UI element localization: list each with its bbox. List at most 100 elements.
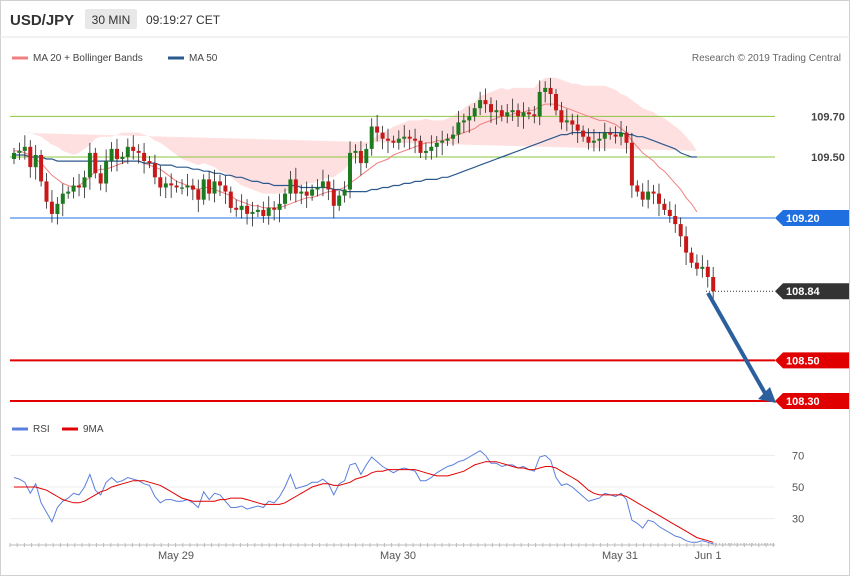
candle-body <box>17 150 22 153</box>
candle-body <box>98 173 103 184</box>
candle-body <box>245 205 250 214</box>
candle-body <box>212 181 217 194</box>
candle-body <box>326 181 331 190</box>
candle-body <box>537 91 542 117</box>
candle-body <box>331 189 336 206</box>
candle-body <box>629 142 634 186</box>
candle-body <box>418 140 423 153</box>
candle-body <box>142 152 147 161</box>
candle-body <box>147 161 152 164</box>
candle-body <box>429 146 434 151</box>
candle-body <box>337 195 342 206</box>
candle-body <box>657 193 661 204</box>
candle-body <box>635 185 640 192</box>
candle-body <box>651 191 656 194</box>
level-label-108-30: 108.30 <box>786 396 820 408</box>
candle-body <box>489 104 493 113</box>
candle-body <box>548 87 553 94</box>
symbol-title: USD/JPY <box>10 12 74 29</box>
rsi-legend-label: RSI <box>33 424 50 435</box>
rsi-tick-30: 30 <box>792 514 804 526</box>
candle-body <box>369 126 374 149</box>
candle-body <box>250 211 255 214</box>
candle-body <box>353 150 358 153</box>
candle-body <box>288 179 293 194</box>
candle-body <box>358 150 363 164</box>
candle-body <box>478 100 483 109</box>
candle-body <box>120 157 125 159</box>
candle-body <box>434 142 439 147</box>
candle-body <box>700 266 705 269</box>
candle-body <box>396 138 401 143</box>
ma20-legend-label: MA 20 + Bollinger Bands <box>33 53 143 64</box>
candle-body <box>310 189 315 196</box>
candle-body <box>505 112 510 117</box>
ma9-legend-label: 9MA <box>83 424 104 435</box>
level-badge-108-50 <box>775 352 849 369</box>
candle-body <box>678 224 683 237</box>
level-label-108-50: 108.50 <box>786 355 820 367</box>
candle-body <box>266 207 271 216</box>
candle-body <box>640 191 645 200</box>
candle-body <box>283 193 287 204</box>
candle-body <box>586 136 591 143</box>
candle-body <box>12 152 16 159</box>
level-label-109-70: 109.70 <box>811 111 845 123</box>
candle-body <box>386 138 390 141</box>
time-axis: May 29 May 30 May 31 Jun 1 <box>9 543 775 562</box>
candle-body <box>543 87 548 92</box>
candle-body <box>694 262 699 269</box>
candle-body <box>228 191 233 208</box>
candle-body <box>82 177 87 188</box>
candle-body <box>152 163 157 178</box>
candle-body <box>554 94 558 111</box>
candle-body <box>375 126 380 133</box>
candle-body <box>391 140 396 143</box>
timestamp: 09:19:27 CET <box>146 13 221 27</box>
candle-body <box>342 189 347 196</box>
candle-body <box>293 179 298 194</box>
candle-body <box>239 205 244 210</box>
candle-body <box>185 185 190 188</box>
candle-body <box>158 177 163 188</box>
candle-body <box>445 138 450 141</box>
candle-body <box>207 179 212 194</box>
candle-body <box>201 179 206 200</box>
candle-body <box>673 216 678 225</box>
candle-body <box>55 203 60 214</box>
candle-body <box>180 187 184 189</box>
candle-body <box>71 185 76 192</box>
candle-body <box>218 181 222 186</box>
level-label-109-20: 109.20 <box>786 213 820 225</box>
timeframe-badge[interactable] <box>85 9 137 29</box>
forecast-arrow-head <box>758 387 776 403</box>
candle-body <box>581 130 586 137</box>
candle-body <box>711 277 716 292</box>
candle-body <box>689 252 694 263</box>
ma50-legend-label: MA 50 <box>189 53 218 64</box>
candle-body <box>77 185 81 188</box>
candle-body <box>261 209 266 216</box>
candle-body <box>402 136 407 139</box>
candle-body <box>104 161 109 184</box>
candle-body <box>234 207 239 210</box>
candle-body <box>705 266 710 277</box>
rsi-ma9-line <box>14 461 714 543</box>
candle-body <box>613 134 618 137</box>
candle-body <box>591 140 596 143</box>
time-label-may-29: May 29 <box>158 550 194 562</box>
copyright-text: Research © 2019 Trading Central <box>692 53 841 64</box>
candle-body <box>39 155 44 182</box>
candle-body <box>272 207 277 210</box>
candle-body <box>87 152 92 178</box>
candle-body <box>315 187 320 190</box>
candle-body <box>499 110 504 117</box>
candle-body <box>277 203 282 210</box>
candle-body <box>380 132 385 139</box>
candle-body <box>483 100 488 105</box>
candle-body <box>255 209 260 212</box>
candle-body <box>608 132 613 135</box>
candle-body <box>136 150 141 153</box>
